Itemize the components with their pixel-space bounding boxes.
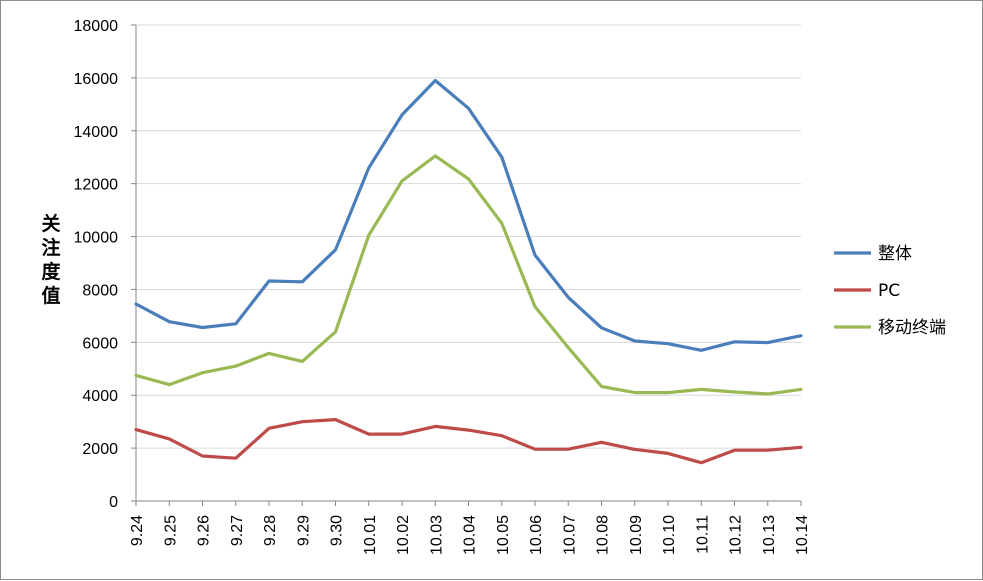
- x-tick-labels: 9.24 9.25 9.26 9.27 9.28 9.29 9.30 10.01 10.02 10…: [129, 515, 811, 555]
- x-tick-label: 9.29: [295, 515, 312, 546]
- x-tick-label: 9.25: [162, 515, 179, 546]
- axes: [131, 24, 802, 506]
- x-tick-label: 10.12: [728, 515, 745, 555]
- x-tick-label: 10.04: [462, 515, 479, 555]
- legend-label-2: 移动终端: [878, 318, 946, 338]
- x-tick-label: 9.26: [196, 515, 213, 546]
- series-line-1: [134, 418, 803, 465]
- legend-label-1: PC: [878, 281, 900, 301]
- y-tick-label: 14000: [74, 124, 119, 141]
- series-line-2: [134, 154, 803, 396]
- x-tick-label: 10.06: [528, 515, 545, 555]
- y-tick-label: 16000: [74, 71, 119, 88]
- x-tick-label: 10.07: [561, 515, 578, 555]
- x-tick-label: 10.05: [495, 515, 512, 555]
- x-tick-label: 9.27: [229, 515, 246, 546]
- x-tick-label: 10.14: [794, 515, 811, 555]
- y-tick-label: 10000: [74, 230, 119, 247]
- y-axis-label-char: 度: [41, 260, 61, 283]
- x-tick-label: 10.03: [428, 515, 445, 555]
- x-tick-label: 10.10: [661, 515, 678, 555]
- y-tick-label: 8000: [82, 282, 118, 299]
- x-tick-label: 10.09: [628, 515, 645, 555]
- y-tick-label: 12000: [74, 177, 119, 194]
- y-axis-label-char: 值: [41, 284, 60, 307]
- y-tick-label: 18000: [74, 18, 119, 35]
- series-line-0: [134, 78, 803, 352]
- y-tick-label: 6000: [82, 335, 118, 352]
- y-tick-labels: 0 2000 4000 6000 8000 10000 12000 14000 16000 180…: [74, 18, 119, 511]
- y-axis-label-char: 注: [41, 236, 60, 259]
- x-tick-label: 10.11: [694, 515, 711, 554]
- y-tick-label: 0: [109, 494, 118, 511]
- gridlines: [136, 24, 801, 449]
- x-tick-label: 9.30: [329, 515, 346, 546]
- x-tick-label: 10.08: [595, 515, 612, 555]
- x-tick-label: 9.24: [129, 515, 146, 546]
- y-tick-label: 2000: [82, 441, 118, 458]
- y-axis-label-char: 关: [41, 212, 60, 235]
- x-tick-label: 10.01: [362, 515, 379, 555]
- x-tick-label: 9.28: [262, 515, 279, 546]
- x-tick-label: 10.13: [761, 515, 778, 555]
- legend: 整体 PC 移动终端: [834, 244, 946, 338]
- legend-label-0: 整体: [878, 244, 912, 264]
- series-lines: [134, 78, 803, 465]
- y-tick-label: 4000: [82, 388, 118, 405]
- x-tick-label: 10.02: [395, 515, 412, 555]
